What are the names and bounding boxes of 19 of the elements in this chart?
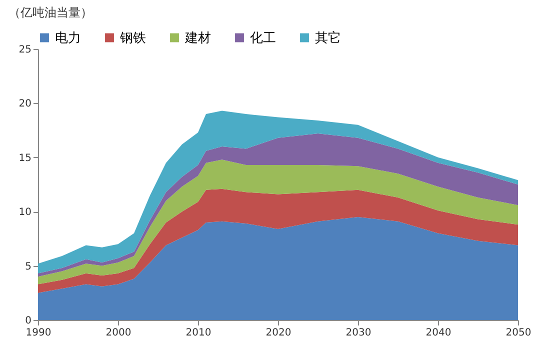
x-tick-label: 2000 — [106, 328, 132, 338]
x-tick-label: 2040 — [426, 328, 452, 338]
y-tick-label: 25 — [18, 44, 32, 56]
y-tick-label: 15 — [18, 152, 32, 164]
x-tick-label: 2010 — [186, 328, 212, 338]
x-tick-label: 1990 — [26, 328, 52, 338]
x-tick-label: 2020 — [266, 328, 292, 338]
legend-label: 化工 — [250, 30, 276, 46]
legend-label: 其它 — [315, 30, 341, 46]
legend-label: 钢铁 — [119, 30, 146, 46]
y-axis-title: （亿吨油当量） — [8, 6, 92, 20]
y-tick-label: 10 — [18, 207, 32, 218]
legend-label: 电力 — [55, 30, 81, 46]
y-tick-label: 0 — [25, 316, 32, 326]
legend-label: 建材 — [184, 30, 211, 46]
y-tick-label: 20 — [18, 98, 32, 110]
x-tick-label: 2050 — [506, 328, 532, 338]
x-tick-label: 2030 — [346, 328, 372, 338]
y-tick-label: 5 — [25, 261, 32, 272]
